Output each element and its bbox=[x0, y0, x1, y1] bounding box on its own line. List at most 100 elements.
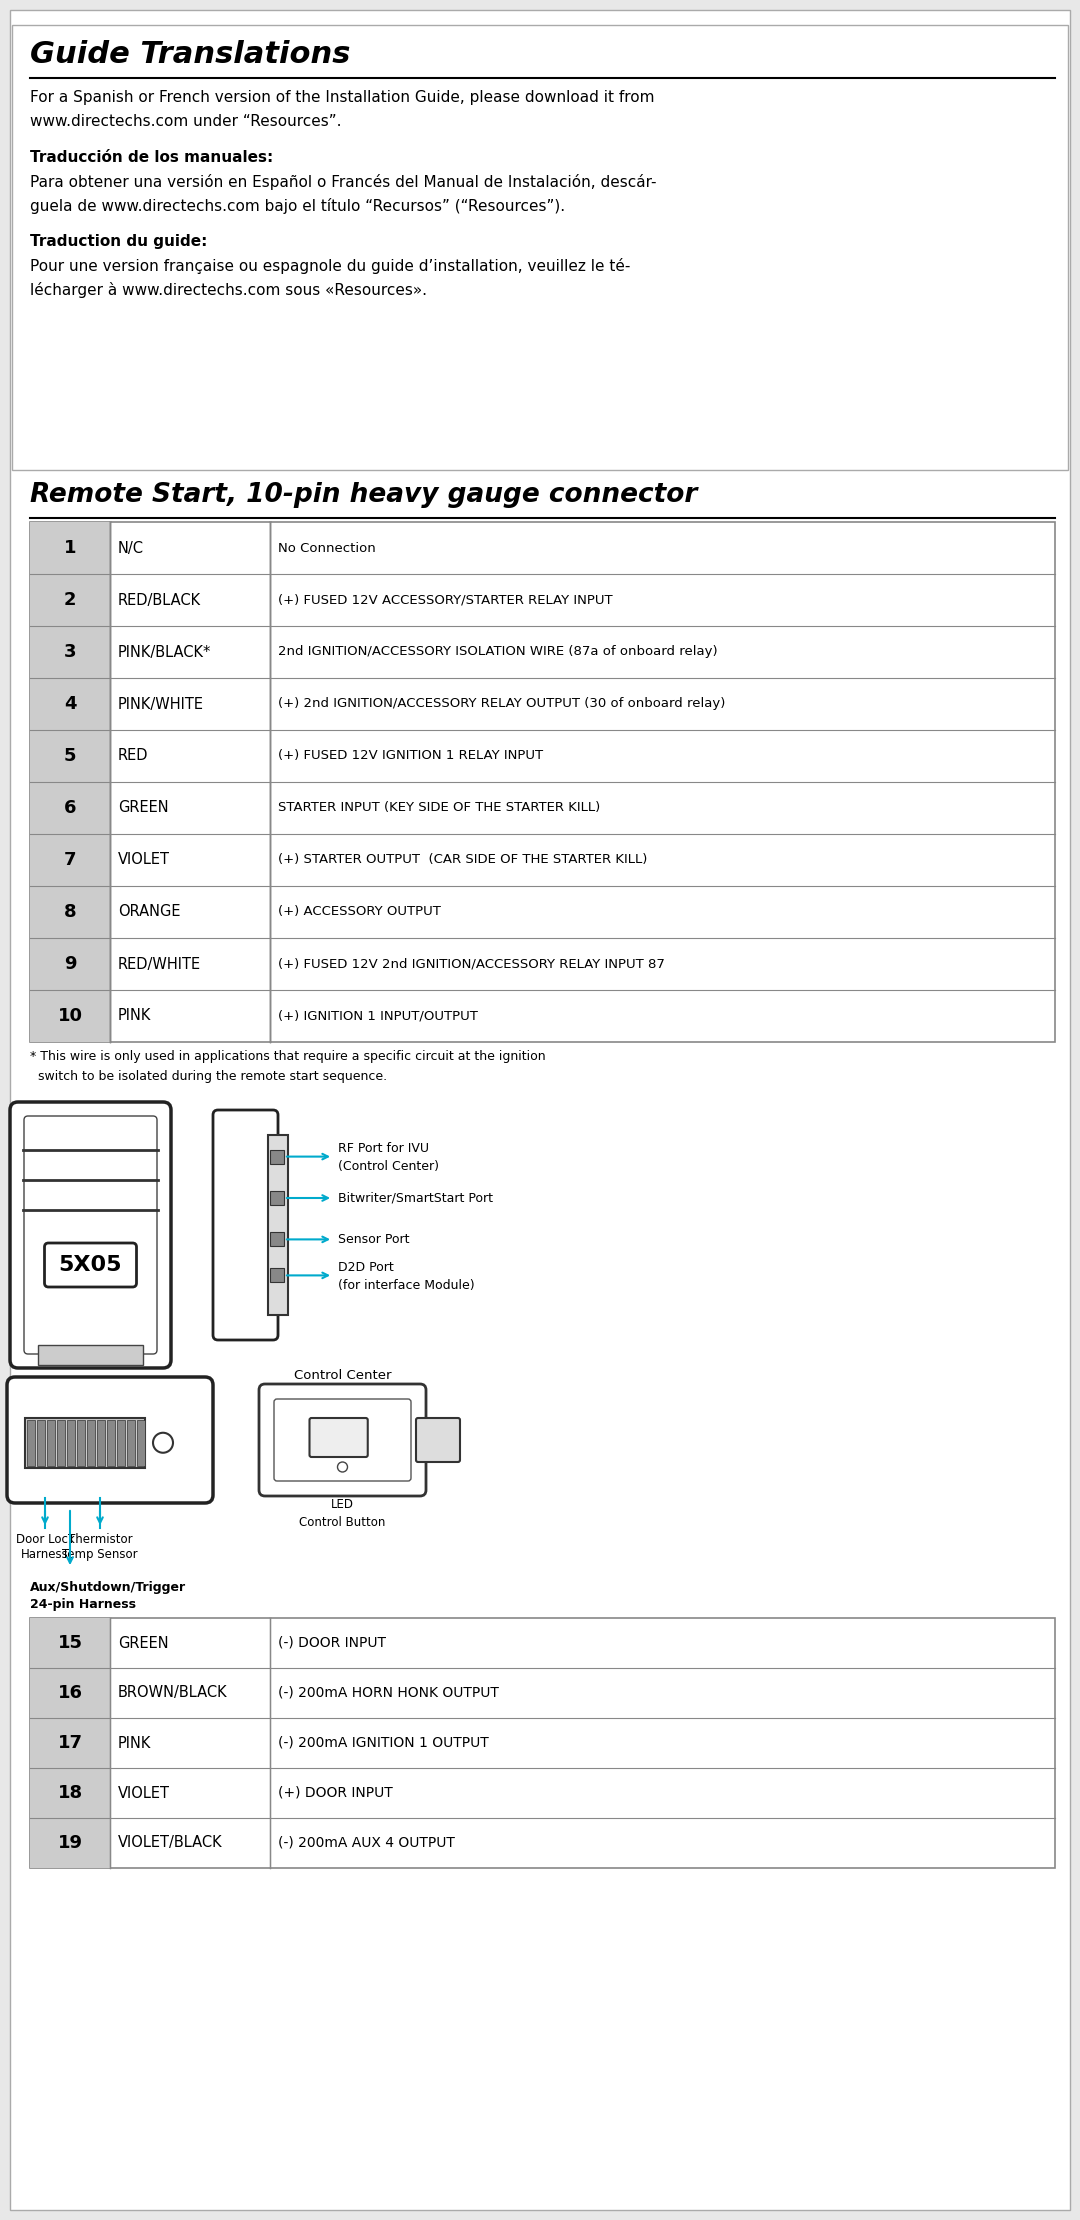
Text: N/C: N/C bbox=[118, 539, 144, 555]
Text: (+) FUSED 12V 2nd IGNITION/ACCESSORY RELAY INPUT 87: (+) FUSED 12V 2nd IGNITION/ACCESSORY REL… bbox=[278, 957, 665, 970]
Bar bbox=[270, 1232, 284, 1245]
Text: 6: 6 bbox=[64, 799, 77, 817]
Bar bbox=[12, 24, 1068, 471]
Text: PINK: PINK bbox=[118, 1736, 151, 1752]
Text: RED/WHITE: RED/WHITE bbox=[118, 957, 201, 972]
FancyBboxPatch shape bbox=[259, 1383, 426, 1496]
Bar bbox=[37, 1421, 45, 1465]
FancyBboxPatch shape bbox=[44, 1243, 136, 1288]
Bar bbox=[30, 1618, 110, 1667]
Text: 3: 3 bbox=[64, 644, 77, 662]
Text: PINK/BLACK*: PINK/BLACK* bbox=[118, 644, 212, 659]
Bar bbox=[30, 730, 110, 781]
Text: LED: LED bbox=[330, 1498, 354, 1512]
Text: Bitwriter/SmartStart Port: Bitwriter/SmartStart Port bbox=[338, 1192, 492, 1205]
Text: 1: 1 bbox=[64, 539, 77, 557]
Text: Guide Translations: Guide Translations bbox=[30, 40, 350, 69]
Bar bbox=[30, 522, 1055, 1041]
Circle shape bbox=[153, 1432, 173, 1452]
Bar bbox=[127, 1421, 135, 1465]
Text: Thermistor
Temp Sensor: Thermistor Temp Sensor bbox=[63, 1534, 138, 1561]
Text: 7: 7 bbox=[64, 850, 77, 868]
Text: lécharger à www.directechs.com sous «Resources».: lécharger à www.directechs.com sous «Res… bbox=[30, 282, 427, 297]
Text: 5X05: 5X05 bbox=[58, 1254, 122, 1274]
Text: PINK/WHITE: PINK/WHITE bbox=[118, 697, 204, 710]
Bar bbox=[57, 1421, 65, 1465]
Text: (+) FUSED 12V IGNITION 1 RELAY INPUT: (+) FUSED 12V IGNITION 1 RELAY INPUT bbox=[278, 750, 543, 761]
Bar bbox=[30, 1767, 110, 1818]
FancyBboxPatch shape bbox=[274, 1399, 411, 1481]
Text: VIOLET: VIOLET bbox=[118, 852, 170, 868]
Bar bbox=[30, 1618, 1055, 1867]
Bar bbox=[30, 1718, 110, 1767]
Bar bbox=[67, 1421, 75, 1465]
Text: www.directechs.com under “Resources”.: www.directechs.com under “Resources”. bbox=[30, 113, 341, 129]
Text: 4: 4 bbox=[64, 695, 77, 713]
Text: 5: 5 bbox=[64, 746, 77, 766]
Text: 9: 9 bbox=[64, 955, 77, 972]
Bar bbox=[270, 1268, 284, 1283]
Text: 2: 2 bbox=[64, 591, 77, 608]
Text: (Control Center): (Control Center) bbox=[338, 1161, 438, 1172]
FancyBboxPatch shape bbox=[213, 1110, 278, 1341]
Circle shape bbox=[337, 1463, 348, 1472]
Text: STARTER INPUT (KEY SIDE OF THE STARTER KILL): STARTER INPUT (KEY SIDE OF THE STARTER K… bbox=[278, 801, 600, 815]
Text: 17: 17 bbox=[57, 1734, 82, 1752]
Text: VIOLET/BLACK: VIOLET/BLACK bbox=[118, 1836, 222, 1851]
Text: Para obtener una versión en Español o Francés del Manual de Instalación, descár-: Para obtener una versión en Español o Fr… bbox=[30, 173, 657, 191]
Text: Aux/Shutdown/Trigger: Aux/Shutdown/Trigger bbox=[30, 1581, 186, 1594]
Bar bbox=[48, 1421, 55, 1465]
Text: GREEN: GREEN bbox=[118, 801, 168, 815]
FancyBboxPatch shape bbox=[310, 1419, 368, 1456]
FancyBboxPatch shape bbox=[6, 1376, 213, 1503]
Bar bbox=[268, 1134, 288, 1314]
Text: switch to be isolated during the remote start sequence.: switch to be isolated during the remote … bbox=[30, 1070, 387, 1083]
Text: (for interface Module): (for interface Module) bbox=[338, 1279, 474, 1292]
Text: GREEN: GREEN bbox=[118, 1636, 168, 1649]
Text: (+) ACCESSORY OUTPUT: (+) ACCESSORY OUTPUT bbox=[278, 906, 441, 919]
Text: (+) STARTER OUTPUT  (CAR SIDE OF THE STARTER KILL): (+) STARTER OUTPUT (CAR SIDE OF THE STAR… bbox=[278, 852, 647, 866]
Bar bbox=[27, 1421, 35, 1465]
Text: 8: 8 bbox=[64, 904, 77, 921]
Bar bbox=[77, 1421, 85, 1465]
Bar bbox=[30, 522, 110, 575]
Bar bbox=[30, 575, 110, 626]
Text: ORANGE: ORANGE bbox=[118, 904, 180, 919]
Bar bbox=[107, 1421, 114, 1465]
Text: Remote Start, 10-pin heavy gauge connector: Remote Start, 10-pin heavy gauge connect… bbox=[30, 482, 698, 508]
Bar bbox=[25, 1419, 145, 1467]
Text: (+) DOOR INPUT: (+) DOOR INPUT bbox=[278, 1787, 393, 1800]
Text: Sensor Port: Sensor Port bbox=[338, 1232, 409, 1245]
Bar bbox=[117, 1421, 125, 1465]
Text: 15: 15 bbox=[57, 1634, 82, 1652]
FancyBboxPatch shape bbox=[10, 1101, 171, 1368]
Bar bbox=[137, 1421, 145, 1465]
Bar bbox=[270, 1190, 284, 1205]
Text: 2nd IGNITION/ACCESSORY ISOLATION WIRE (87a of onboard relay): 2nd IGNITION/ACCESSORY ISOLATION WIRE (8… bbox=[278, 646, 717, 659]
Text: RED/BLACK: RED/BLACK bbox=[118, 593, 201, 608]
Text: VIOLET: VIOLET bbox=[118, 1785, 170, 1800]
Bar bbox=[30, 781, 110, 835]
Text: BROWN/BLACK: BROWN/BLACK bbox=[118, 1685, 228, 1701]
Bar bbox=[30, 677, 110, 730]
Text: Traducción de los manuales:: Traducción de los manuales: bbox=[30, 151, 273, 164]
Text: (-) 200mA AUX 4 OUTPUT: (-) 200mA AUX 4 OUTPUT bbox=[278, 1836, 455, 1849]
Text: Control Center: Control Center bbox=[294, 1370, 391, 1383]
Text: (+) IGNITION 1 INPUT/OUTPUT: (+) IGNITION 1 INPUT/OUTPUT bbox=[278, 1010, 477, 1023]
Text: 18: 18 bbox=[57, 1785, 82, 1803]
Text: RF Port for IVU: RF Port for IVU bbox=[338, 1141, 429, 1154]
Text: Traduction du guide:: Traduction du guide: bbox=[30, 233, 207, 249]
Bar bbox=[30, 990, 110, 1041]
Text: * This wire is only used in applications that require a specific circuit at the : * This wire is only used in applications… bbox=[30, 1050, 545, 1063]
Text: (+) 2nd IGNITION/ACCESSORY RELAY OUTPUT (30 of onboard relay): (+) 2nd IGNITION/ACCESSORY RELAY OUTPUT … bbox=[278, 697, 726, 710]
FancyBboxPatch shape bbox=[24, 1117, 157, 1354]
Bar bbox=[30, 939, 110, 990]
Bar bbox=[30, 886, 110, 939]
Text: guela de www.directechs.com bajo el título “Recursos” (“Resources”).: guela de www.directechs.com bajo el títu… bbox=[30, 198, 565, 213]
Text: Control Button: Control Button bbox=[299, 1516, 386, 1530]
Bar bbox=[30, 1667, 110, 1718]
Text: For a Spanish or French version of the Installation Guide, please download it fr: For a Spanish or French version of the I… bbox=[30, 91, 654, 104]
Text: 24-pin Harness: 24-pin Harness bbox=[30, 1598, 136, 1612]
Bar bbox=[270, 1150, 284, 1163]
Text: 10: 10 bbox=[57, 1008, 82, 1026]
